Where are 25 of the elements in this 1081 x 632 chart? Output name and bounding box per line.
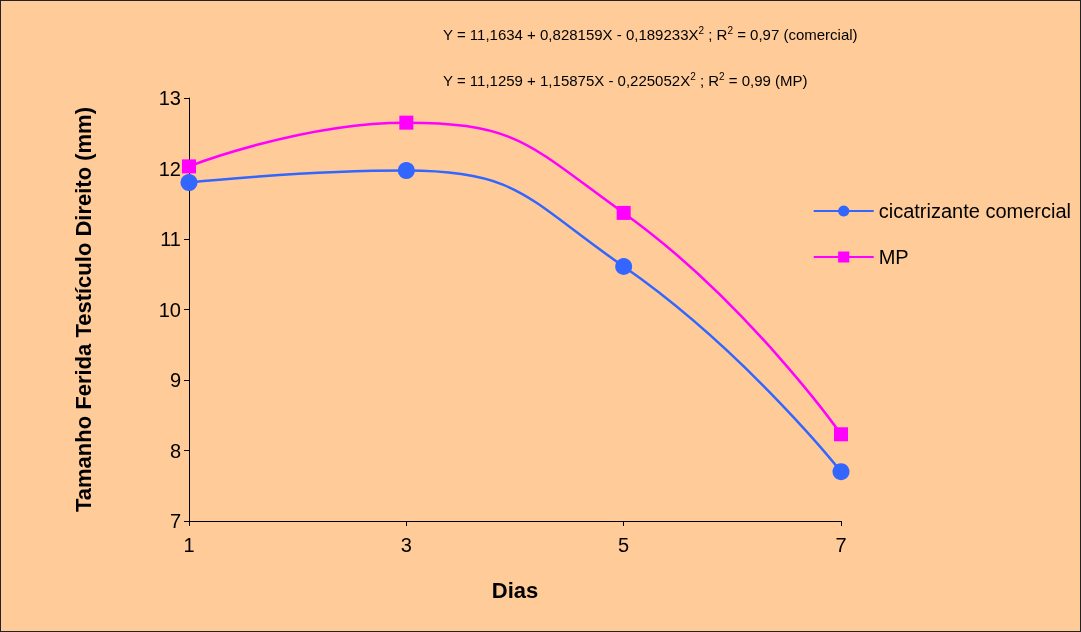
point: [615, 258, 633, 275]
y-tick-label: 13: [158, 87, 181, 109]
x-tick-label: 5: [618, 534, 630, 556]
y-axis-title: Tamanho Ferida Testículo Direito (mm): [70, 106, 96, 513]
x-axis-title: Dias: [491, 577, 539, 603]
legend-label: cicatrizante comercial: [878, 200, 1072, 222]
y-tick-label: 7: [169, 510, 181, 532]
point: [180, 174, 198, 192]
text: Y = 11,1634 + 0,828159X - 0,189233X$^{2}$ ; R$^{2}$ = 0,97 (comercial): [443, 25, 858, 43]
point: [832, 463, 850, 481]
x-tick-label: 7: [835, 534, 847, 556]
point: [397, 162, 415, 180]
text: Y = 11,1259 + 1,15875X - 0,225052X$^{2}$ ; R$^{2}$ = 0,99 (MP): [443, 71, 808, 89]
legend-label: MP: [878, 246, 909, 268]
point: [616, 205, 631, 220]
point: [399, 115, 414, 130]
x-tick-label: 3: [400, 534, 412, 556]
y-tick-label: 9: [169, 369, 181, 391]
x-tick-label: 1: [183, 534, 195, 556]
y-tick-label: 11: [160, 228, 181, 250]
y-tick-label: 12: [158, 157, 181, 180]
y-tick-label: 10: [158, 298, 181, 321]
point: [834, 427, 848, 442]
y-tick-label: 8: [169, 439, 181, 462]
point: [182, 159, 196, 174]
